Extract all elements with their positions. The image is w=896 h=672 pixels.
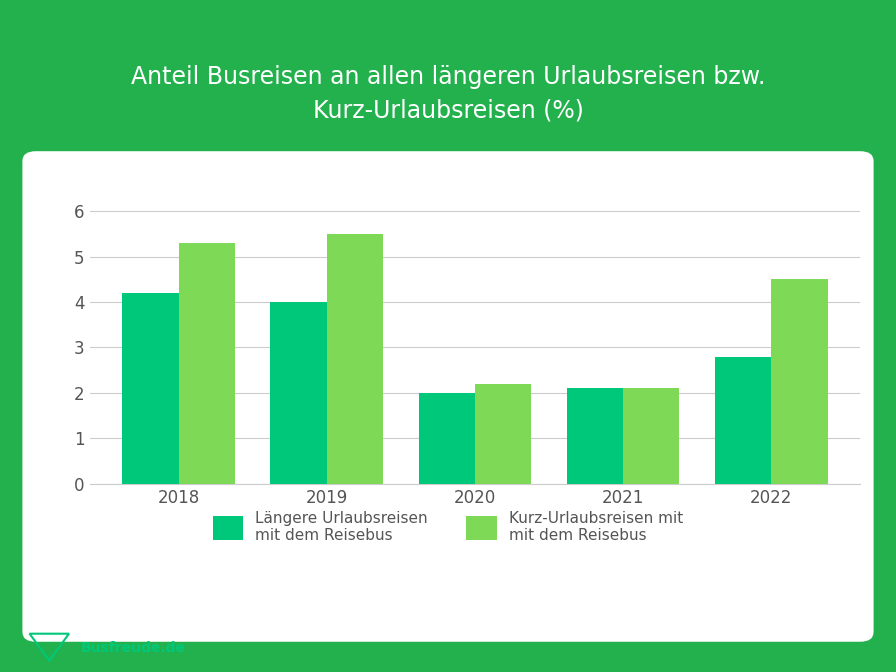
Text: Busfreude.de: Busfreude.de <box>81 642 185 655</box>
Bar <box>418 393 475 484</box>
Bar <box>715 357 771 484</box>
Bar <box>122 293 178 484</box>
Bar <box>327 234 383 484</box>
Bar <box>771 280 828 484</box>
Bar <box>567 388 623 484</box>
Text: Kurz-Urlaubsreisen (%): Kurz-Urlaubsreisen (%) <box>313 99 583 123</box>
Legend: Längere Urlaubsreisen
mit dem Reisebus, Kurz-Urlaubsreisen mit
mit dem Reisebus: Längere Urlaubsreisen mit dem Reisebus, … <box>212 511 684 543</box>
Bar <box>178 243 235 484</box>
Bar <box>623 388 679 484</box>
Text: Anteil Busreisen an allen längeren Urlaubsreisen bzw.: Anteil Busreisen an allen längeren Urlau… <box>131 65 765 89</box>
Bar <box>271 302 327 484</box>
Bar <box>475 384 531 484</box>
